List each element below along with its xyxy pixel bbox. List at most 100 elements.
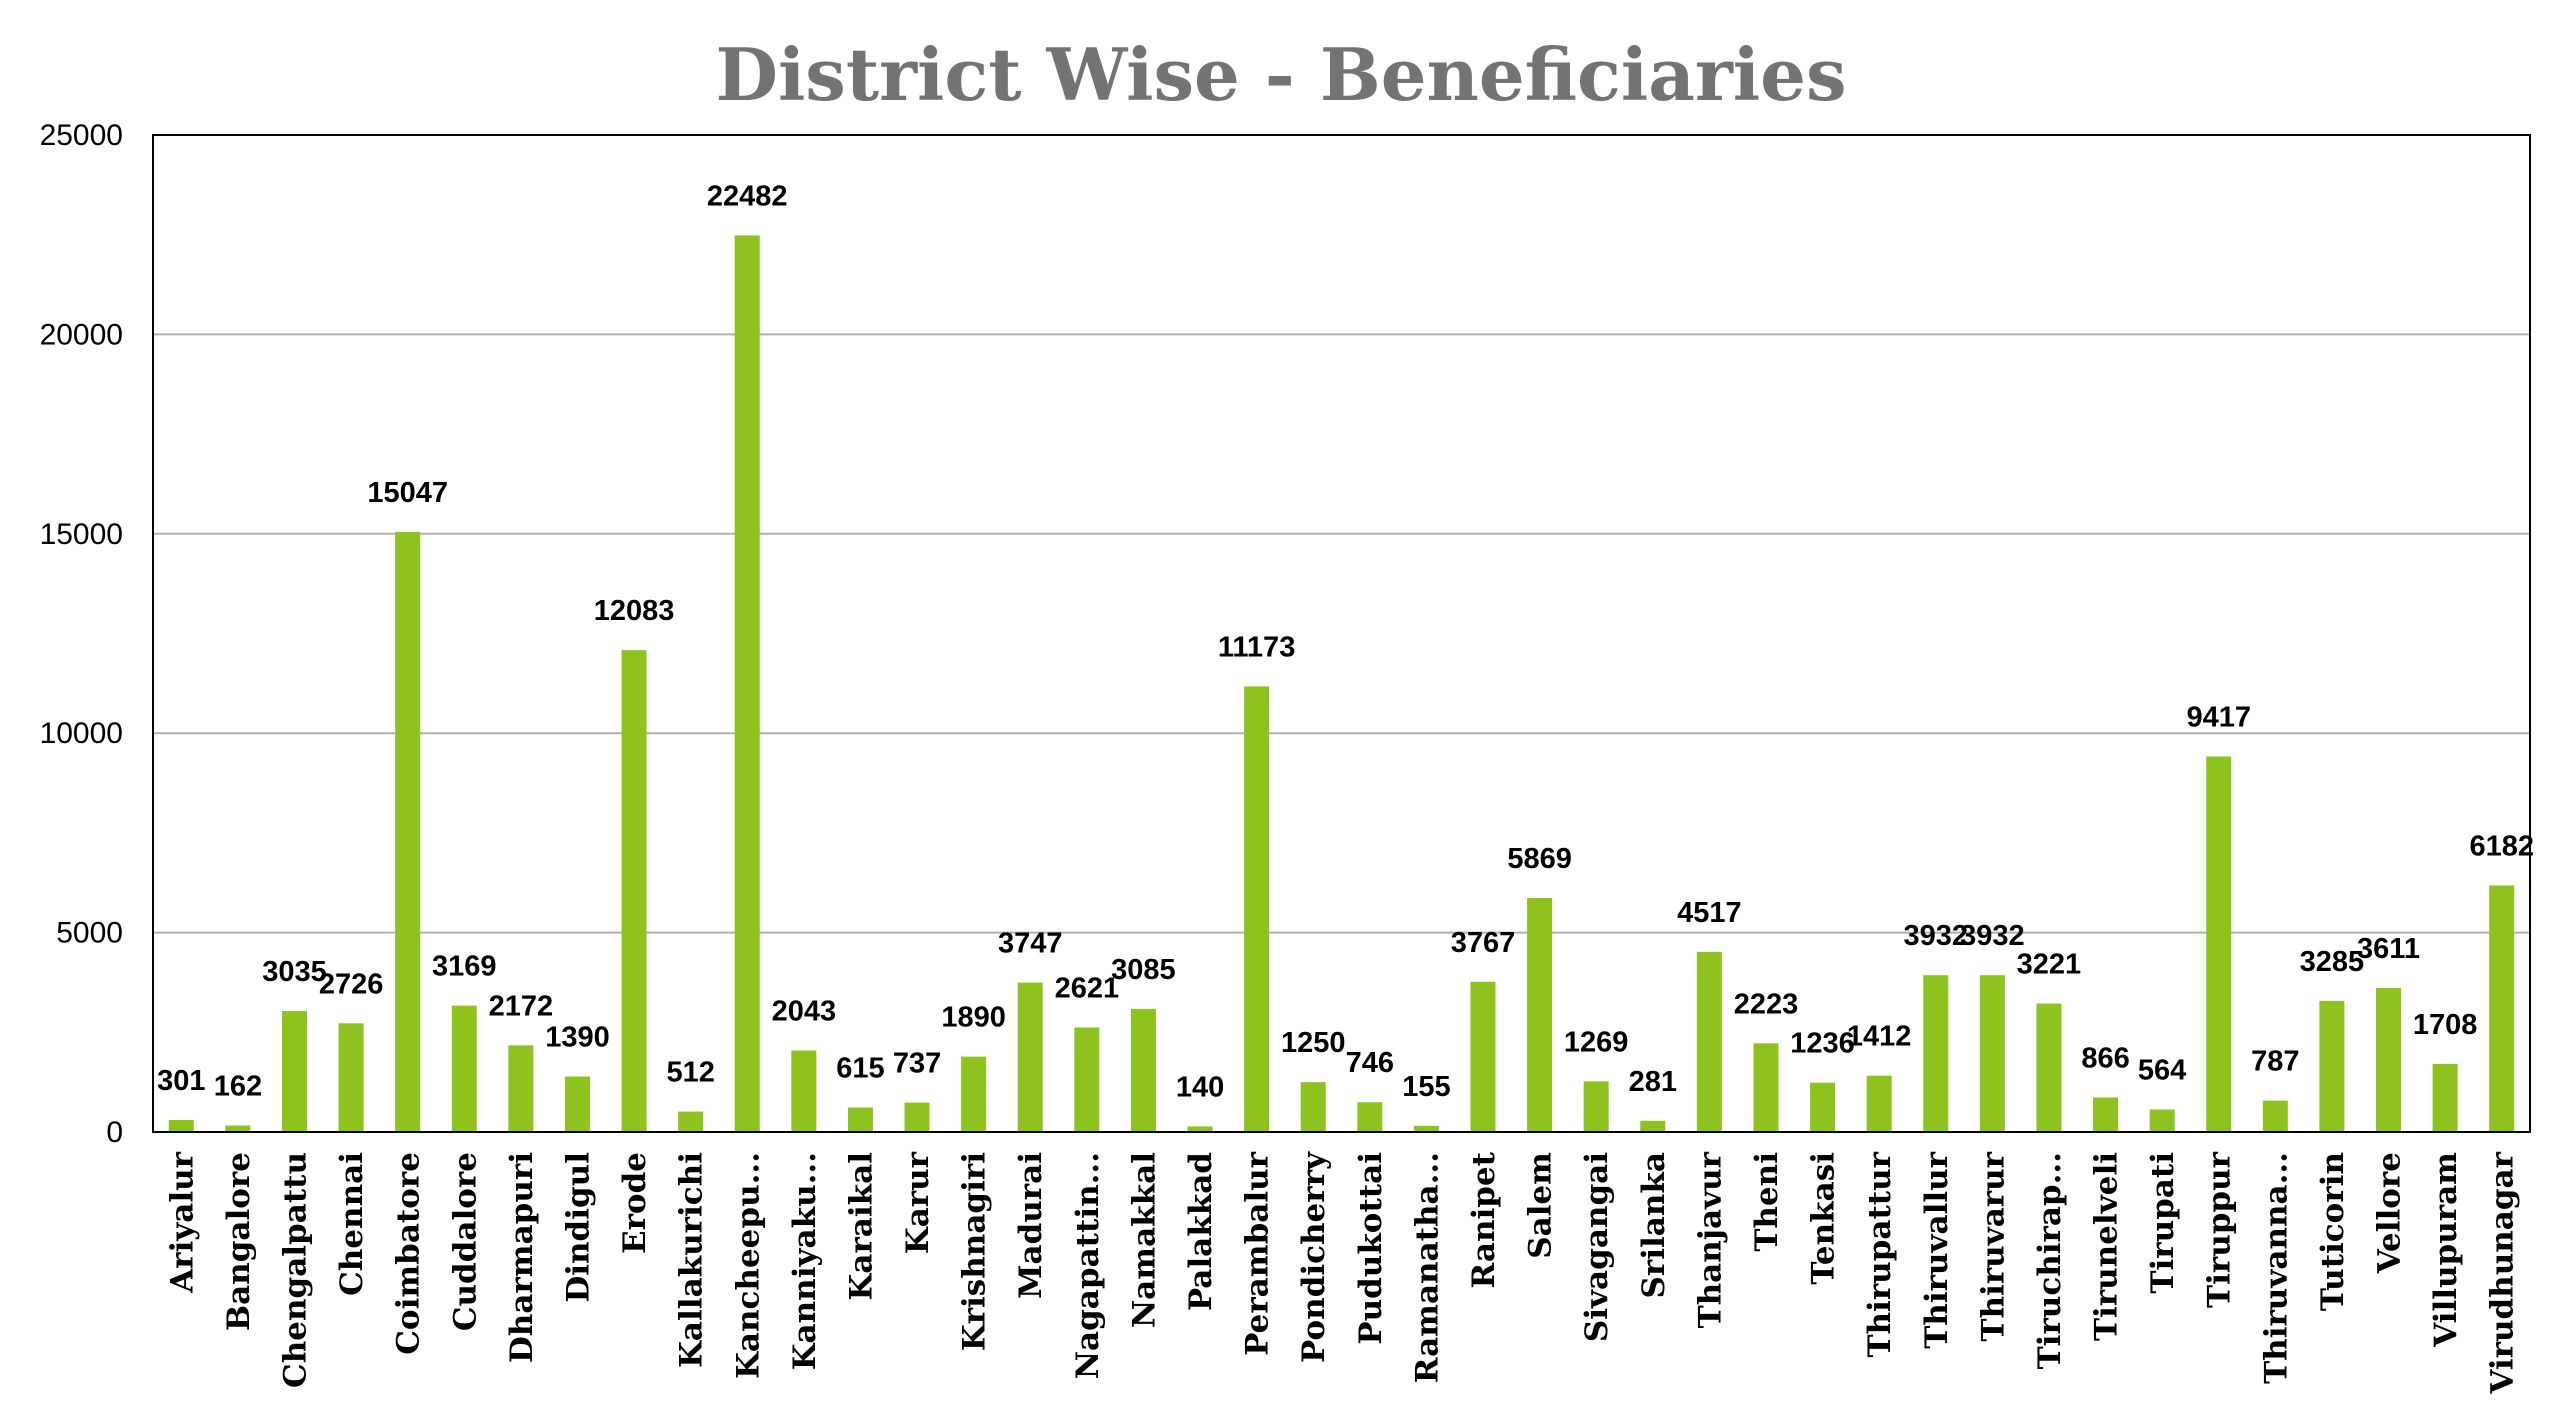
bar [1300, 1082, 1326, 1132]
bar [961, 1056, 987, 1132]
x-tick-label: Kallakurichi [674, 1152, 710, 1368]
bar [1979, 975, 2005, 1132]
data-label: 512 [666, 1057, 714, 1089]
data-label: 1390 [545, 1022, 610, 1054]
bar [2036, 1003, 2062, 1132]
data-label: 155 [1402, 1071, 1450, 1103]
x-tick-label: Chennai [334, 1152, 370, 1296]
y-tick-label: 20000 [40, 318, 123, 351]
data-label: 22482 [707, 180, 788, 212]
bars [168, 235, 2515, 1132]
x-tick-label: Kanniyaku... [787, 1152, 823, 1370]
data-label: 866 [2081, 1042, 2129, 1074]
bar [904, 1102, 930, 1132]
chart-title: District Wise - Beneficiaries [716, 32, 1847, 117]
bar [564, 1076, 590, 1132]
x-tick-label: Ariyalur [164, 1151, 200, 1294]
data-label: 1250 [1281, 1027, 1346, 1059]
x-tick-label: Tenkasi [1806, 1152, 1842, 1285]
bar [395, 531, 421, 1132]
data-label: 281 [1629, 1066, 1677, 1098]
data-label: 6182 [2469, 830, 2534, 862]
bar [281, 1010, 307, 1132]
x-tick-label: Dharmapuri [504, 1152, 540, 1363]
bar [2206, 756, 2232, 1132]
data-label: 2726 [319, 968, 384, 1000]
bar [1074, 1027, 1100, 1132]
bar [508, 1045, 534, 1132]
data-label: 746 [1346, 1047, 1394, 1079]
x-tick-label: Theni [1749, 1152, 1785, 1252]
y-tick-label: 25000 [40, 119, 123, 152]
data-label: 2223 [1734, 988, 1799, 1020]
x-tick-label: Vellore [2372, 1152, 2408, 1274]
bar [2489, 885, 2515, 1132]
x-tick-label: Thiruvarur [1975, 1151, 2011, 1341]
data-label: 2621 [1055, 972, 1120, 1004]
x-tick-label: Pondicherry [1296, 1151, 1332, 1363]
bar [1923, 975, 1949, 1132]
gridlines [153, 134, 2530, 934]
x-tick-label: Dindigul [560, 1152, 596, 1303]
x-tick-label: Karaikal [843, 1152, 879, 1301]
bar [225, 1125, 251, 1132]
y-tick-label: 0 [106, 1116, 123, 1149]
data-label: 3221 [2017, 949, 2082, 981]
x-tick-label: Srilanka [1636, 1152, 1672, 1298]
data-label: 1236 [1790, 1028, 1855, 1060]
bar [678, 1111, 704, 1132]
x-tick-label: Pudukottai [1353, 1152, 1389, 1345]
x-tick-label: Bangalore [221, 1152, 257, 1331]
x-tick-label: Kancheepu... [730, 1152, 766, 1379]
data-label: 3169 [432, 951, 497, 983]
data-label: 3085 [1111, 954, 1176, 986]
bar [791, 1050, 817, 1132]
data-label: 3035 [262, 956, 327, 988]
bar [1696, 951, 1722, 1132]
data-label: 564 [2138, 1055, 2186, 1087]
y-axis-ticks: 0 5000 10000 15000 20000 25000 [40, 119, 123, 1149]
data-label: 9417 [2186, 701, 2251, 733]
bar [451, 1005, 477, 1132]
x-tick-label: Chengalpattu [277, 1152, 313, 1388]
bar [1527, 897, 1553, 1132]
x-tick-label: Tirunelveli [2089, 1152, 2125, 1341]
y-tick-label: 5000 [56, 917, 123, 950]
x-tick-label: Virudhunagar [2485, 1151, 2521, 1394]
data-label: 1269 [1564, 1026, 1629, 1058]
data-label: 11173 [1218, 631, 1295, 663]
data-label: 2043 [772, 996, 837, 1028]
data-label: 1412 [1847, 1021, 1912, 1053]
data-label: 12083 [594, 595, 675, 627]
x-tick-label: Tiruppur [2202, 1151, 2238, 1308]
bar [1413, 1125, 1439, 1132]
data-label: 3932 [1960, 920, 2025, 952]
bar [2376, 987, 2402, 1132]
data-label: 1708 [2413, 1009, 2478, 1041]
bar [1017, 982, 1043, 1132]
data-label: 615 [836, 1052, 884, 1084]
bar [734, 235, 760, 1132]
x-tick-label: Salem [1523, 1152, 1559, 1259]
data-label: 162 [214, 1071, 262, 1103]
data-label: 15047 [367, 477, 448, 509]
data-label: 3747 [998, 928, 1063, 960]
x-tick-label: Krishnagiri [957, 1152, 993, 1351]
data-label: 140 [1176, 1071, 1224, 1103]
data-label: 5869 [1507, 843, 1572, 875]
x-tick-label: Thanjavur [1692, 1151, 1728, 1328]
bar [1470, 981, 1496, 1132]
bar [1753, 1043, 1779, 1132]
bar [1640, 1120, 1666, 1132]
bar [2432, 1063, 2458, 1132]
data-label: 1890 [941, 1002, 1006, 1034]
bar [1130, 1008, 1156, 1132]
bar [621, 650, 647, 1132]
x-axis-ticks: Ariyalur Bangalore Chengalpattu Chennai Coim… [164, 1151, 2520, 1395]
bar [2262, 1100, 2288, 1132]
x-tick-label: Cuddalore [447, 1152, 483, 1331]
data-label: 4517 [1677, 897, 1742, 929]
bar [847, 1107, 873, 1132]
